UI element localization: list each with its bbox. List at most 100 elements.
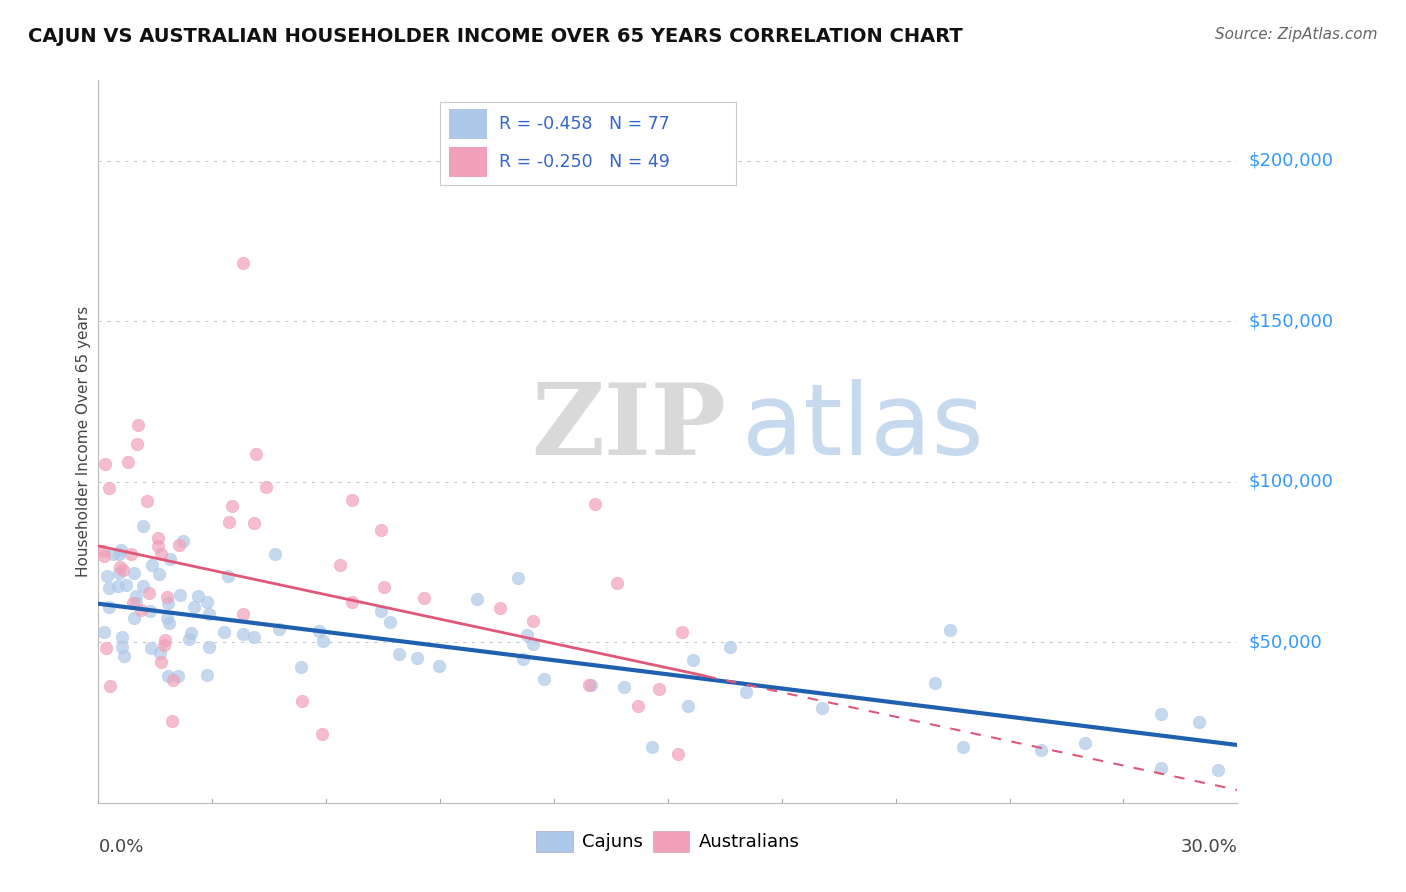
Point — [148, 567, 170, 582]
Point — [91, 544, 114, 558]
Point — [146, 531, 169, 545]
Point — [93, 549, 115, 563]
Point — [533, 672, 555, 686]
Point — [373, 580, 395, 594]
Text: $50,000: $50,000 — [1249, 633, 1322, 651]
Point — [413, 591, 436, 605]
Text: atlas: atlas — [742, 378, 984, 475]
Point — [264, 548, 287, 562]
Point — [506, 571, 529, 585]
Point — [198, 607, 221, 621]
Point — [97, 599, 120, 614]
Point — [108, 547, 131, 561]
Point — [1150, 762, 1173, 776]
Point — [734, 685, 756, 699]
Point — [269, 622, 291, 636]
Point — [218, 515, 240, 529]
Point — [522, 614, 544, 628]
Point — [111, 630, 134, 644]
Point — [1208, 764, 1230, 778]
Point — [124, 566, 146, 580]
Point — [162, 673, 184, 688]
Point — [96, 568, 118, 582]
Point — [939, 624, 962, 638]
Point — [139, 604, 162, 618]
Point — [166, 669, 188, 683]
Point — [512, 651, 534, 665]
Point — [668, 747, 690, 761]
Point — [924, 676, 946, 690]
Point — [217, 569, 239, 583]
Point — [180, 625, 202, 640]
Point — [516, 628, 538, 642]
Point — [111, 563, 134, 577]
Point — [212, 624, 235, 639]
Point — [159, 551, 181, 566]
Point — [117, 454, 139, 468]
Point — [290, 693, 312, 707]
Point — [311, 727, 333, 741]
Text: CAJUN VS AUSTRALIAN HOUSEHOLDER INCOME OVER 65 YEARS CORRELATION CHART: CAJUN VS AUSTRALIAN HOUSEHOLDER INCOME O… — [28, 27, 963, 45]
Point — [232, 627, 254, 641]
Point — [290, 659, 312, 673]
Point — [149, 646, 172, 660]
Point — [232, 607, 254, 622]
Point — [125, 596, 148, 610]
Point — [124, 610, 146, 624]
Point — [329, 558, 352, 573]
Point — [606, 576, 628, 591]
Point — [98, 679, 121, 693]
Point — [671, 625, 693, 640]
Point — [648, 681, 671, 696]
Point — [187, 589, 209, 603]
Point — [110, 542, 132, 557]
Point — [388, 647, 411, 661]
Text: $100,000: $100,000 — [1249, 473, 1333, 491]
Legend: Cajuns, Australians: Cajuns, Australians — [529, 823, 807, 859]
Text: $200,000: $200,000 — [1249, 152, 1333, 169]
Point — [150, 547, 173, 561]
Point — [489, 601, 512, 615]
Point — [243, 516, 266, 531]
Point — [141, 558, 163, 572]
Point — [139, 641, 162, 656]
Point — [183, 600, 205, 615]
Point — [108, 566, 131, 581]
Point — [169, 588, 191, 602]
Point — [122, 596, 145, 610]
Point — [157, 596, 180, 610]
Point — [108, 560, 131, 574]
Point — [676, 699, 699, 714]
Point — [162, 714, 184, 728]
Point — [1150, 707, 1173, 722]
Point — [465, 591, 488, 606]
Point — [114, 578, 136, 592]
Point — [107, 578, 129, 592]
Point — [138, 585, 160, 599]
Point — [135, 493, 157, 508]
Point — [111, 640, 134, 654]
Point — [195, 668, 218, 682]
Point — [718, 640, 741, 654]
Point — [522, 637, 544, 651]
Point — [1074, 736, 1097, 750]
Point — [221, 499, 243, 513]
Point — [131, 519, 153, 533]
Point — [578, 678, 600, 692]
Point — [1029, 743, 1052, 757]
Point — [94, 457, 117, 471]
Point — [308, 624, 330, 639]
Point — [370, 604, 392, 618]
Point — [98, 581, 121, 595]
Text: 30.0%: 30.0% — [1181, 838, 1237, 855]
Text: Source: ZipAtlas.com: Source: ZipAtlas.com — [1215, 27, 1378, 42]
Point — [132, 579, 155, 593]
Point — [340, 595, 363, 609]
Point — [612, 681, 634, 695]
Point — [157, 668, 180, 682]
Point — [153, 638, 176, 652]
Point — [127, 418, 149, 433]
Text: $150,000: $150,000 — [1249, 312, 1333, 330]
Point — [120, 547, 142, 561]
Point — [112, 648, 135, 663]
